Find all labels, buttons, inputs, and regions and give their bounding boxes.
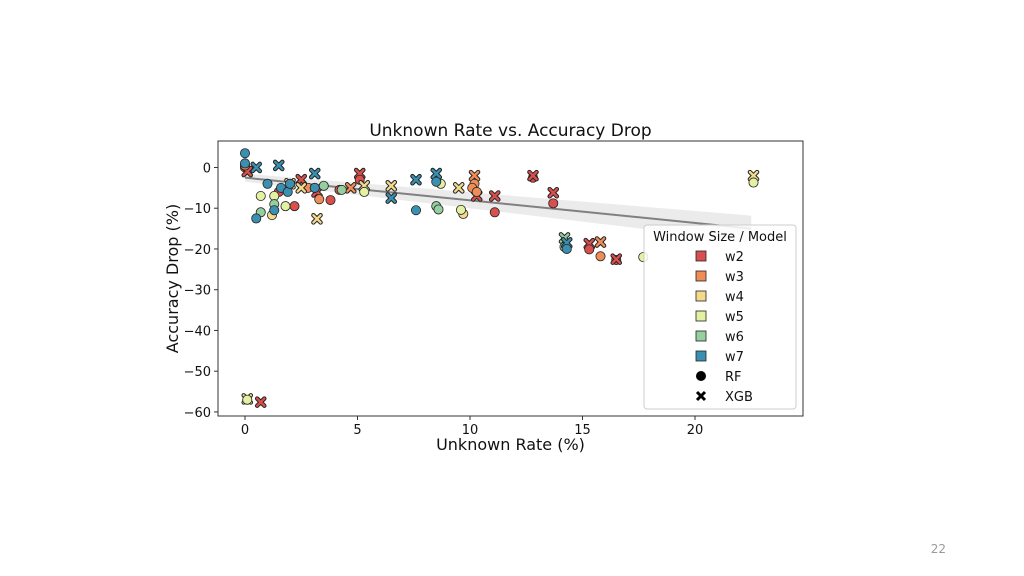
point-w7-xgb [385, 192, 398, 204]
point-w6-rf [318, 180, 329, 191]
y-tick-label: −10 [184, 202, 211, 217]
point-w2-rf [584, 244, 595, 255]
point-w5-rf [242, 394, 253, 405]
point-w5-rf [748, 177, 759, 188]
point-w2-rf [289, 201, 300, 212]
point-w7-xgb [272, 159, 285, 172]
point-w5-rf [280, 201, 291, 212]
legend-marker-w4 [695, 290, 707, 302]
point-w7-rf [262, 178, 273, 189]
plot-frame [217, 140, 804, 417]
point-w5-rf [359, 186, 370, 197]
point-w3-xgb [594, 236, 607, 248]
x-tick-label: 0 [241, 423, 249, 438]
point-w2-rf [548, 198, 559, 209]
x-tick-label: 20 [687, 423, 704, 438]
point-w3-xgb [344, 182, 357, 194]
point-w4-xgb [452, 182, 465, 194]
legend-marker-w2 [695, 250, 707, 262]
trend-line [244, 176, 752, 230]
point-w7-rf [239, 148, 250, 159]
point-w6-rf [433, 204, 444, 215]
point-w7-rf [269, 205, 280, 216]
point-w4-xgb [311, 213, 323, 225]
page-number: 22 [930, 542, 946, 556]
point-w7-rf [282, 186, 293, 197]
point-w3-rf [595, 251, 606, 262]
point-w2-xgb [547, 186, 560, 199]
point-w7-xgb [308, 167, 321, 180]
point-w2-rf [325, 195, 336, 206]
legend-label-w2: w2 [725, 250, 744, 265]
legend-label-w3: w3 [725, 270, 744, 285]
point-w3-rf [471, 186, 482, 197]
point-w7-xgb [410, 173, 422, 186]
y-tick-label: −50 [184, 365, 211, 380]
legend-label-w4: w4 [725, 290, 744, 305]
point-w7-rf [561, 243, 572, 254]
point-w3-xgb [468, 169, 481, 182]
point-w7-rf [309, 182, 320, 193]
point-w7-rf [251, 213, 262, 224]
y-tick-label: −20 [184, 243, 211, 258]
chart-title: Unknown Rate vs. Accuracy Drop [369, 121, 651, 141]
x-tick-label: 5 [353, 423, 361, 438]
point-w2-xgb [610, 253, 623, 265]
point-w7-xgb [250, 161, 263, 174]
legend-label-w5: w5 [725, 310, 744, 325]
point-w7-rf [239, 158, 250, 169]
legend-label-XGB: XGB [725, 390, 753, 405]
point-w4-xgb [747, 169, 760, 182]
point-w2-xgb [527, 169, 539, 182]
x-axis-label: Unknown Rate (%) [436, 435, 585, 454]
legend-marker-w5 [695, 310, 707, 322]
point-w5-rf [455, 204, 466, 215]
point-w6-rf [336, 184, 347, 195]
y-tick-label: −60 [184, 406, 211, 421]
point-w7-rf [431, 176, 442, 187]
legend-label-w7: w7 [725, 350, 744, 365]
legend-box [643, 224, 797, 410]
point-w7-rf [284, 178, 295, 189]
point-w2-xgb [488, 190, 501, 202]
legend-marker-w3 [695, 270, 707, 282]
y-tick-label: −30 [184, 284, 211, 299]
legend-label-RF: RF [725, 370, 742, 385]
point-w2-xgb [254, 396, 267, 408]
point-w3-rf [314, 194, 325, 205]
point-w7-xgb [430, 167, 443, 180]
point-w4-xgb [295, 182, 308, 194]
legend-marker-w7 [695, 350, 707, 362]
point-w2-xgb [295, 173, 308, 186]
legend-marker-XGB [695, 390, 707, 402]
y-tick-label: 0 [203, 161, 211, 176]
legend-marker-w6 [695, 330, 707, 342]
point-w5-rf [255, 190, 266, 201]
y-tick-label: −40 [184, 324, 211, 339]
y-axis-label: Accuracy Drop (%) [163, 204, 182, 353]
x-tick-label: 10 [462, 423, 479, 438]
point-w7-rf [410, 205, 421, 216]
legend-title: Window Size / Model [653, 230, 787, 245]
legend-label-w6: w6 [725, 330, 744, 345]
point-w4-xgb [385, 180, 398, 192]
x-tick-label: 15 [574, 423, 591, 438]
legend-marker-RF [696, 371, 706, 381]
point-w2-rf [489, 207, 500, 218]
